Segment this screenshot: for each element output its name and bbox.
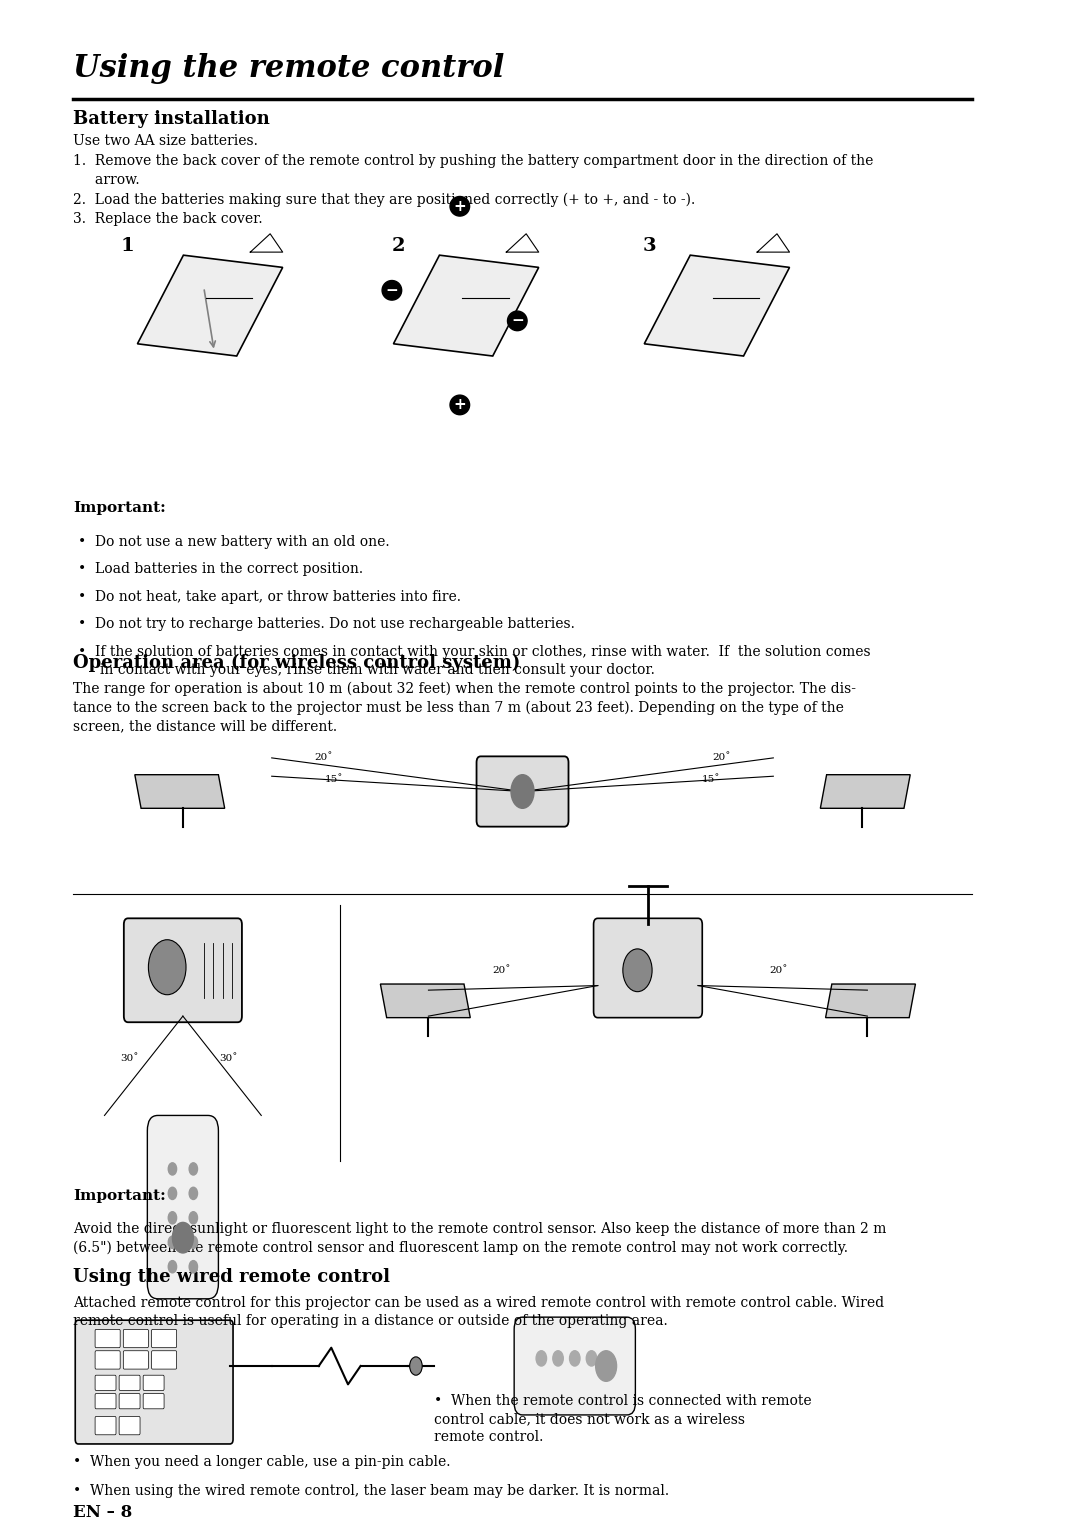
FancyBboxPatch shape [514, 1317, 635, 1415]
Circle shape [168, 1261, 177, 1273]
Text: +: + [454, 199, 467, 214]
Text: •  Do not try to recharge batteries. Do not use rechargeable batteries.: • Do not try to recharge batteries. Do n… [79, 617, 576, 631]
Text: 15˚: 15˚ [701, 775, 720, 784]
Text: •  When the remote control is connected with remote
control cable, it does not w: • When the remote control is connected w… [434, 1394, 811, 1444]
Text: 30˚: 30˚ [120, 1054, 138, 1063]
Circle shape [586, 1351, 597, 1366]
Text: •  If the solution of batteries comes in contact with your skin or clothes, rins: • If the solution of batteries comes in … [79, 645, 870, 677]
Circle shape [189, 1187, 198, 1199]
FancyBboxPatch shape [476, 756, 568, 827]
Text: 1.  Remove the back cover of the remote control by pushing the battery compartme: 1. Remove the back cover of the remote c… [73, 154, 874, 168]
Text: 2.  Load the batteries making sure that they are positioned correctly (+ to +, a: 2. Load the batteries making sure that t… [73, 193, 696, 206]
Text: 15˚: 15˚ [325, 775, 343, 784]
Polygon shape [825, 984, 916, 1018]
Circle shape [189, 1236, 198, 1248]
FancyBboxPatch shape [95, 1416, 116, 1435]
Text: arrow.: arrow. [73, 173, 139, 186]
Circle shape [189, 1212, 198, 1224]
FancyBboxPatch shape [144, 1375, 164, 1390]
Circle shape [168, 1212, 177, 1224]
Text: 20˚: 20˚ [492, 966, 511, 975]
Circle shape [173, 1222, 193, 1253]
FancyBboxPatch shape [147, 1115, 218, 1299]
Text: •  Load batteries in the correct position.: • Load batteries in the correct position… [79, 562, 364, 576]
Circle shape [168, 1163, 177, 1175]
Text: Operation area (for wireless control system): Operation area (for wireless control sys… [73, 654, 521, 672]
Polygon shape [821, 775, 910, 808]
FancyBboxPatch shape [119, 1375, 140, 1390]
FancyBboxPatch shape [119, 1394, 140, 1409]
Circle shape [409, 1357, 422, 1375]
Text: 3.  Replace the back cover.: 3. Replace the back cover. [73, 212, 262, 226]
FancyBboxPatch shape [151, 1329, 177, 1348]
Text: •  Do not heat, take apart, or throw batteries into fire.: • Do not heat, take apart, or throw batt… [79, 590, 461, 604]
Polygon shape [393, 255, 539, 356]
Text: 30˚: 30˚ [219, 1054, 238, 1063]
Polygon shape [135, 775, 225, 808]
Text: EN – 8: EN – 8 [73, 1504, 133, 1520]
Circle shape [623, 949, 652, 992]
Text: Using the wired remote control: Using the wired remote control [73, 1268, 390, 1287]
Text: •  When you need a longer cable, use a pin-pin cable.: • When you need a longer cable, use a pi… [73, 1455, 450, 1468]
FancyBboxPatch shape [95, 1394, 116, 1409]
Text: 20˚: 20˚ [769, 966, 787, 975]
Text: Important:: Important: [73, 1189, 166, 1203]
Circle shape [536, 1351, 546, 1366]
Text: −: − [511, 313, 524, 329]
Circle shape [569, 1351, 580, 1366]
FancyBboxPatch shape [76, 1320, 233, 1444]
Text: Using the remote control: Using the remote control [73, 53, 504, 84]
FancyBboxPatch shape [123, 1329, 148, 1348]
Text: Use two AA size batteries.: Use two AA size batteries. [73, 134, 258, 148]
Circle shape [168, 1236, 177, 1248]
FancyBboxPatch shape [123, 1351, 148, 1369]
FancyBboxPatch shape [151, 1351, 177, 1369]
Polygon shape [645, 255, 789, 356]
Text: •  Do not use a new battery with an old one.: • Do not use a new battery with an old o… [79, 535, 390, 549]
Polygon shape [380, 984, 470, 1018]
Text: Important:: Important: [73, 501, 166, 515]
FancyBboxPatch shape [144, 1394, 164, 1409]
FancyBboxPatch shape [95, 1329, 120, 1348]
Text: Avoid the direct sunlight or fluorescent light to the remote control sensor. Als: Avoid the direct sunlight or fluorescent… [73, 1222, 887, 1256]
Text: 20˚: 20˚ [712, 753, 730, 762]
Text: 2: 2 [392, 237, 405, 255]
Text: Battery installation: Battery installation [73, 110, 270, 128]
Text: 20˚: 20˚ [314, 753, 334, 762]
Circle shape [511, 775, 534, 808]
FancyBboxPatch shape [124, 918, 242, 1022]
Circle shape [189, 1163, 198, 1175]
FancyBboxPatch shape [119, 1416, 140, 1435]
Text: 1: 1 [120, 237, 134, 255]
Circle shape [189, 1261, 198, 1273]
Text: Attached remote control for this projector can be used as a wired remote control: Attached remote control for this project… [73, 1296, 885, 1328]
Polygon shape [137, 255, 283, 356]
Text: 3: 3 [643, 237, 657, 255]
FancyBboxPatch shape [95, 1351, 120, 1369]
Circle shape [596, 1351, 617, 1381]
Circle shape [148, 940, 186, 995]
Circle shape [553, 1351, 564, 1366]
Text: −: − [386, 283, 399, 298]
Text: The range for operation is about 10 m (about 32 feet) when the remote control po: The range for operation is about 10 m (a… [73, 681, 856, 733]
FancyBboxPatch shape [95, 1375, 116, 1390]
Text: •  When using the wired remote control, the laser beam may be darker. It is norm: • When using the wired remote control, t… [73, 1484, 670, 1497]
FancyBboxPatch shape [594, 918, 702, 1018]
Text: +: + [454, 397, 467, 413]
Circle shape [168, 1187, 177, 1199]
